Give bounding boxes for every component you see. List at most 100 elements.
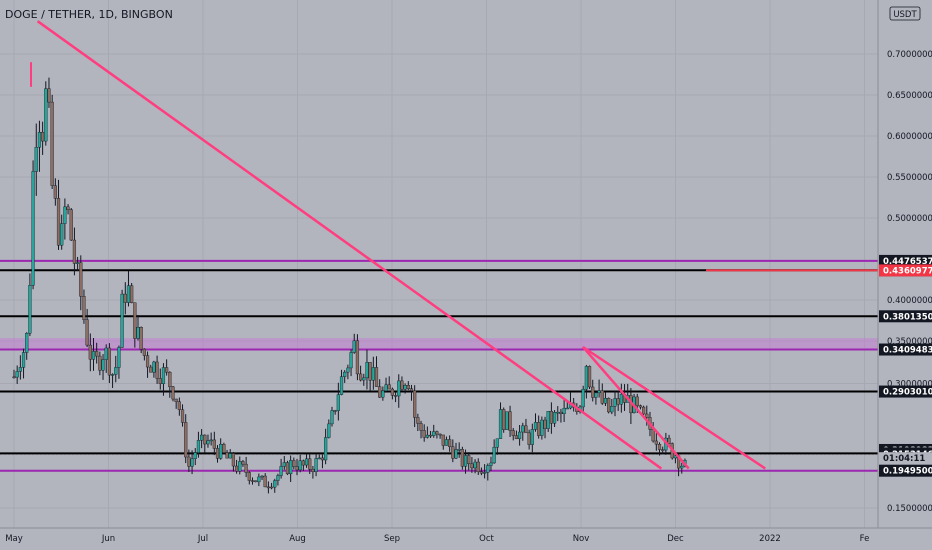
candle-body [18, 367, 22, 372]
candle-body [60, 223, 64, 246]
candle-body [266, 486, 270, 489]
candle-body [41, 131, 45, 142]
candle-body [311, 469, 315, 472]
candle-body [200, 434, 204, 441]
candle-body [254, 480, 258, 483]
candle-body [457, 449, 461, 451]
candle-body [215, 448, 220, 459]
x-tick-label: Sep [384, 534, 400, 544]
candle-body [34, 146, 38, 172]
candle-body [133, 302, 137, 339]
candle-body [320, 457, 325, 461]
candle-body [428, 434, 433, 437]
candle-body [136, 327, 140, 339]
x-tick-label: Jul [197, 534, 208, 544]
price-label-box [879, 385, 932, 398]
price-label-text: 0.1949500 [883, 467, 932, 477]
candle-body [50, 101, 54, 186]
candle-body [222, 443, 226, 453]
candle-body [82, 296, 86, 320]
price-label: 01:04:11 [879, 452, 932, 465]
candle-body [123, 293, 127, 303]
candle-body [384, 384, 388, 392]
candle-body [584, 366, 588, 390]
candle-body [371, 367, 375, 381]
candle-body [79, 262, 83, 297]
candle-body [495, 438, 499, 448]
candle-body [473, 461, 477, 469]
candle-body [308, 458, 312, 470]
candle-body [279, 466, 283, 476]
candle-body [184, 422, 188, 458]
candle-body [451, 446, 455, 459]
price-label-text: 0.4360977 [883, 266, 932, 276]
candle-body [292, 460, 296, 467]
candle-body [562, 408, 566, 415]
candle-body [285, 462, 290, 475]
price-axis: 0.7000000 0.6500000 0.6000000 0.5500000 0.50… [877, 0, 932, 528]
candle-body [301, 460, 305, 466]
price-label-box [879, 452, 932, 465]
candles-layer [12, 62, 687, 494]
x-tick-label: Jun [101, 534, 115, 544]
x-tick-label: Oct [479, 534, 494, 544]
candle-body [98, 355, 102, 371]
candle-body [448, 439, 452, 447]
candle-body [37, 131, 42, 148]
price-label: 0.1949500 [879, 464, 932, 477]
candle-body [486, 465, 490, 473]
candle-body [282, 462, 286, 467]
candle-body [476, 461, 480, 472]
candle-body [645, 413, 649, 418]
candle-body [508, 411, 512, 431]
candle-body [616, 398, 620, 405]
candle-body [250, 480, 255, 482]
candle-body [289, 460, 293, 475]
candle-body [193, 452, 197, 459]
candle-body [667, 437, 671, 444]
candle-body [155, 361, 159, 379]
candle-body [425, 434, 429, 438]
candle-body [505, 411, 509, 430]
candle-body [91, 351, 96, 360]
candle-body [53, 185, 57, 199]
candle-body [161, 367, 166, 384]
candle-body [603, 397, 608, 404]
candle-body [441, 434, 445, 446]
candle-body [314, 458, 318, 472]
candle-body [196, 440, 201, 453]
y-tick-label: 0.5000000 [887, 214, 932, 224]
candle-body [657, 444, 662, 450]
trendline [581, 346, 690, 470]
candle-body [438, 433, 442, 436]
candle-body [362, 377, 366, 381]
time-axis: May Jun Jul Aug Sep Oct Nov Dec 2022 Fe [0, 527, 932, 544]
candle-body [247, 472, 251, 481]
candle-body [95, 351, 99, 357]
price-label-box [879, 464, 932, 477]
x-tick-label: Nov [573, 534, 590, 544]
candle-body [390, 388, 395, 396]
candle-body [673, 455, 678, 459]
currency-badge[interactable]: USDT [889, 6, 921, 21]
candle-body [85, 319, 89, 346]
price-label-text: 0.3409483 [883, 346, 932, 356]
y-tick-label: 0.3000000 [887, 380, 932, 390]
candle-body [432, 431, 436, 436]
candle-body [479, 471, 484, 474]
candle-body [298, 460, 302, 471]
candle-body [387, 384, 391, 390]
candle-body [28, 285, 32, 334]
candle-body [56, 198, 61, 246]
candle-body [327, 423, 331, 438]
candle-body [346, 367, 350, 373]
x-tick-label: May [5, 534, 23, 544]
price-label: 0.3801350 [879, 310, 932, 323]
candle-body [257, 476, 261, 483]
candle-body [260, 475, 264, 478]
x-tick-label: Dec [667, 534, 684, 544]
candle-body [343, 371, 347, 377]
candle-body [613, 398, 617, 407]
candle-body [530, 429, 534, 445]
